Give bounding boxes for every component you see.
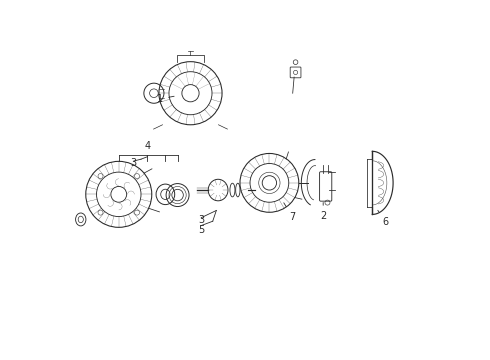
Text: 3: 3 (131, 158, 137, 168)
Text: 3: 3 (198, 215, 204, 225)
Text: 5: 5 (198, 225, 204, 235)
Text: 4: 4 (145, 141, 150, 151)
Text: 1: 1 (157, 94, 174, 104)
Text: 6: 6 (378, 210, 389, 227)
Text: 7: 7 (284, 203, 296, 222)
Text: 2: 2 (320, 202, 326, 221)
